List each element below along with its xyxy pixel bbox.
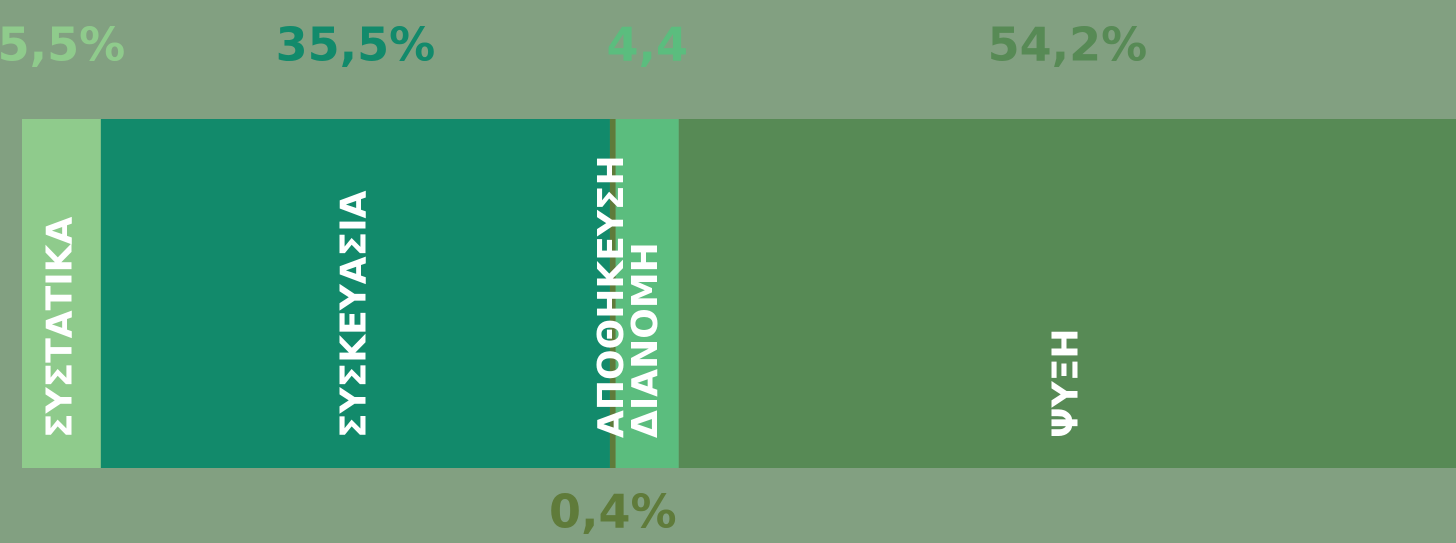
value-label: 0,4% (549, 485, 677, 539)
category-label: ΣΥΣΚΕΥΑΣΙΑ (333, 190, 374, 438)
bar-segment (678, 119, 1456, 468)
bar-segment (22, 119, 101, 468)
bar-segment (609, 119, 616, 468)
category-label: ΔΙΑΝΟΜΗ (625, 242, 666, 438)
value-label: 35,5% (276, 18, 436, 72)
bar-segment (100, 119, 610, 468)
value-label: 54,2% (988, 18, 1148, 72)
value-label: 5,5% (0, 18, 125, 72)
category-label: ΑΠΟΘΗΚΕΥΣΗ (591, 155, 632, 438)
value-label: 4,4 (606, 18, 688, 72)
category-label: ΨΥΞΗ (1045, 328, 1086, 438)
category-label: ΣΥΣΤΑΤΙΚΑ (39, 216, 80, 438)
bar-segment (615, 119, 679, 468)
